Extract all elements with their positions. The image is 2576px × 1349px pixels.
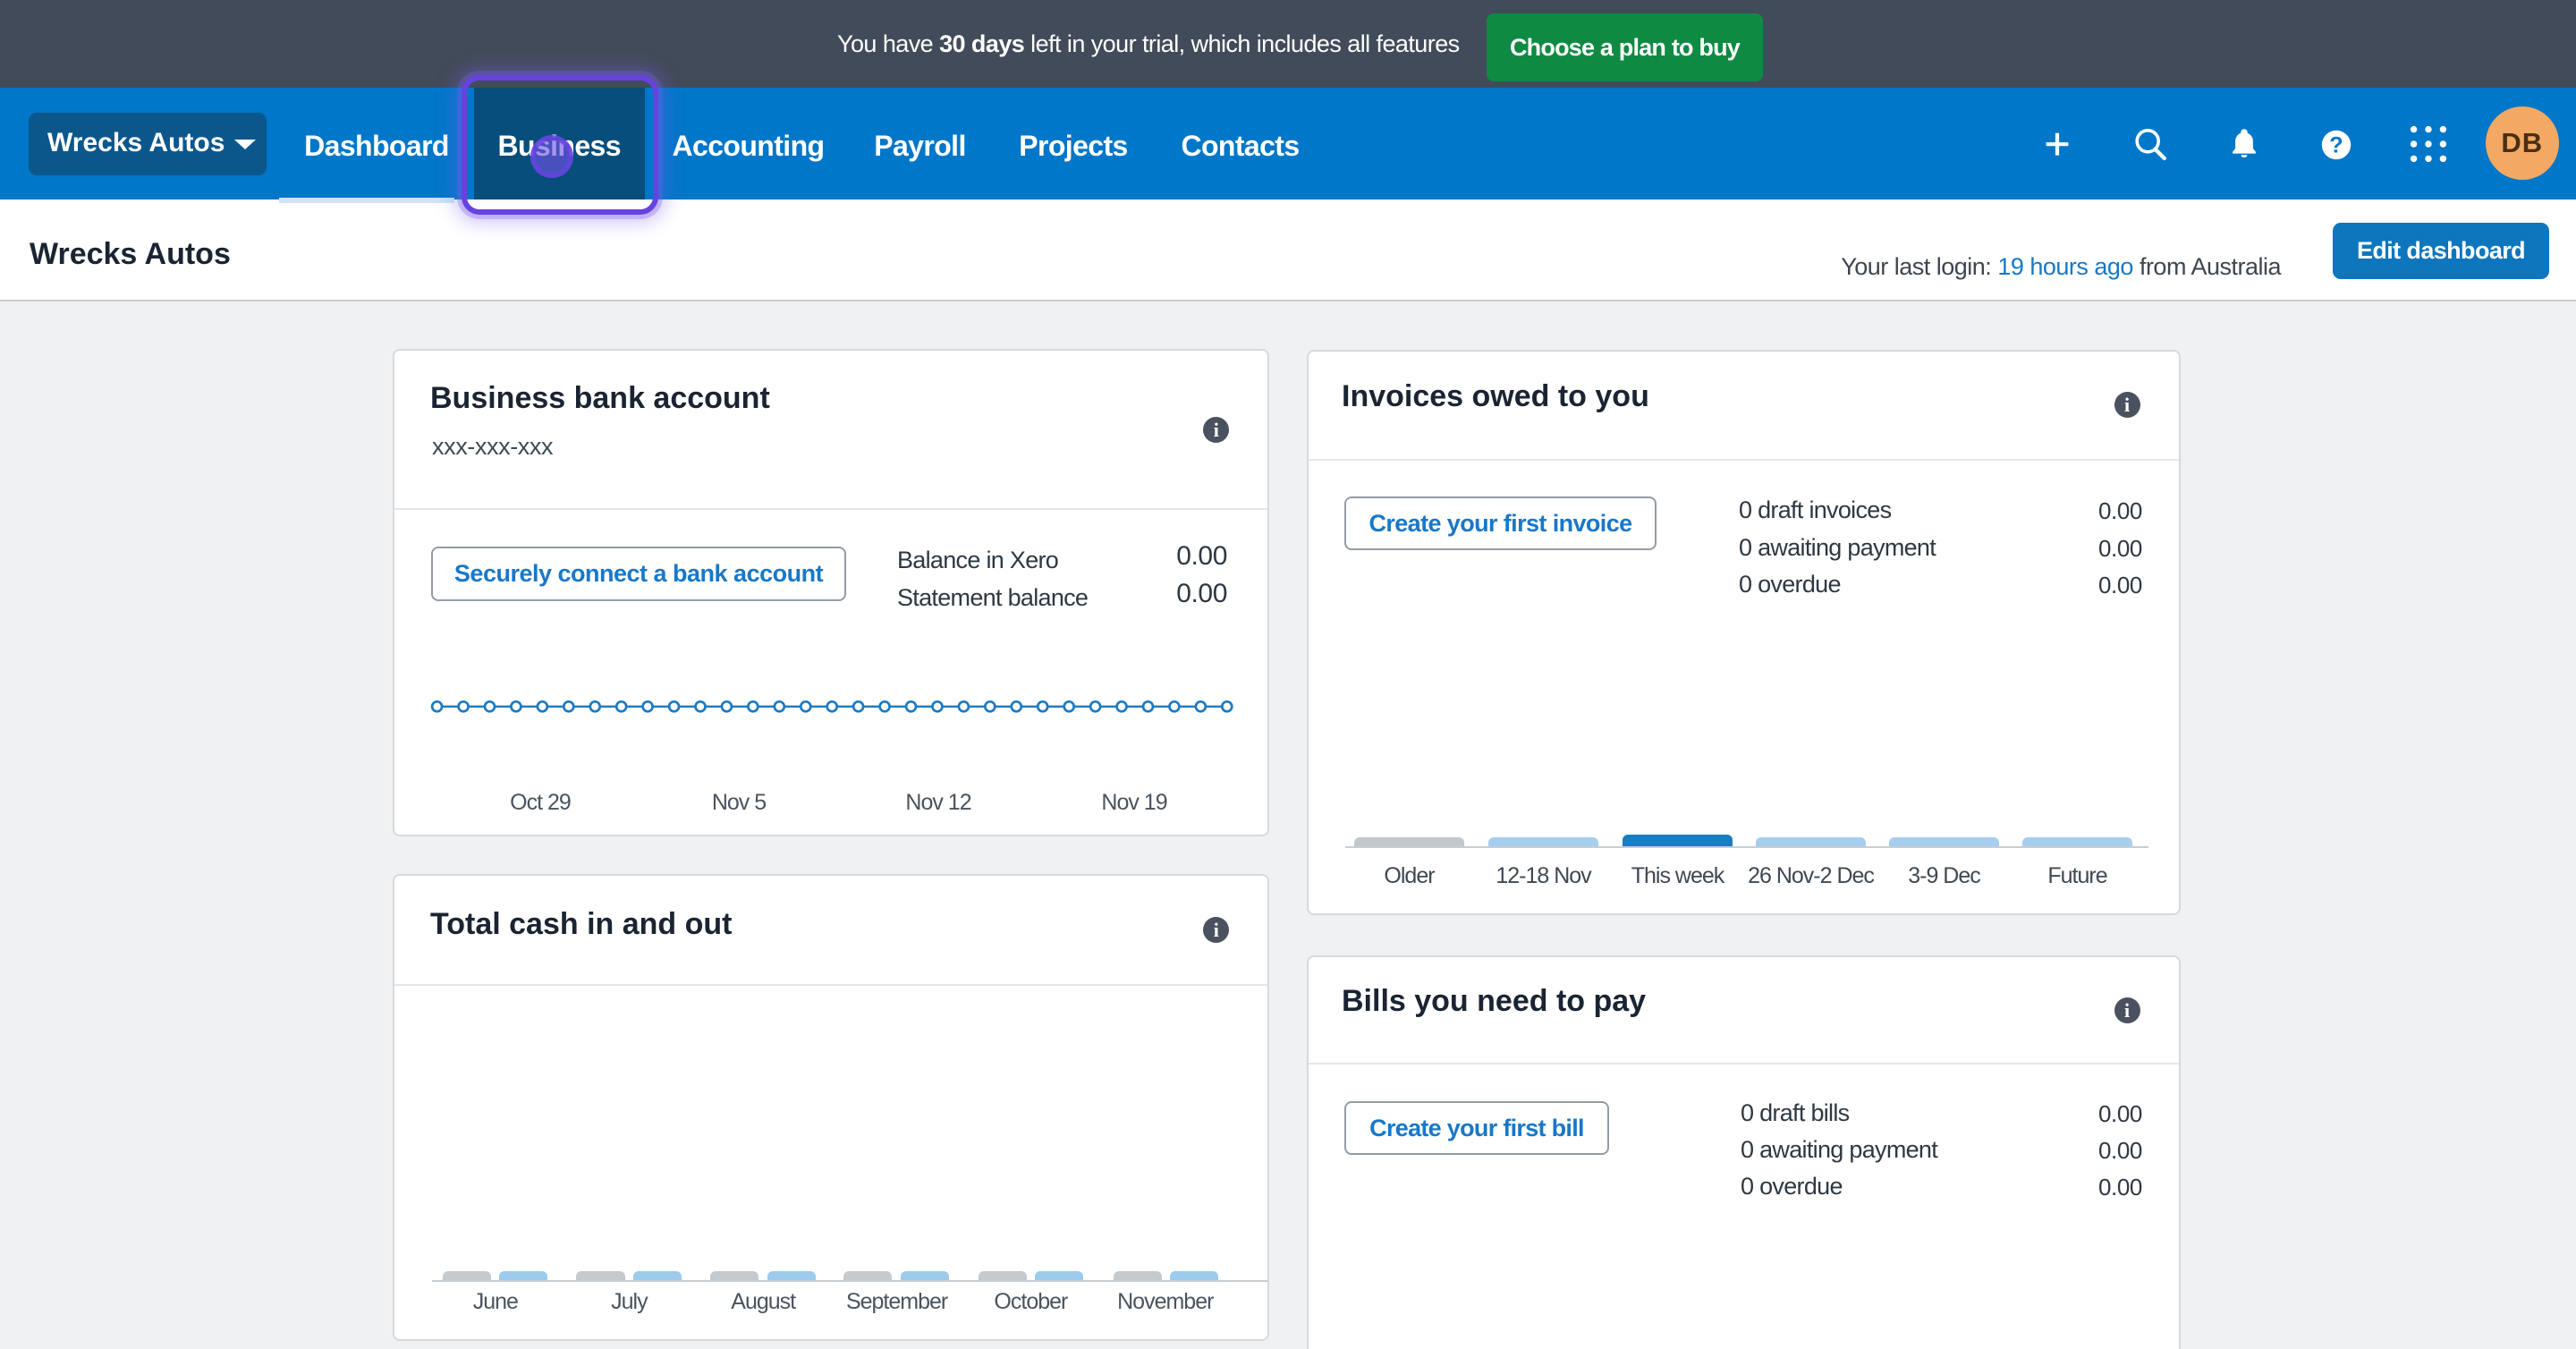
svg-text:?: ? — [2329, 132, 2343, 157]
